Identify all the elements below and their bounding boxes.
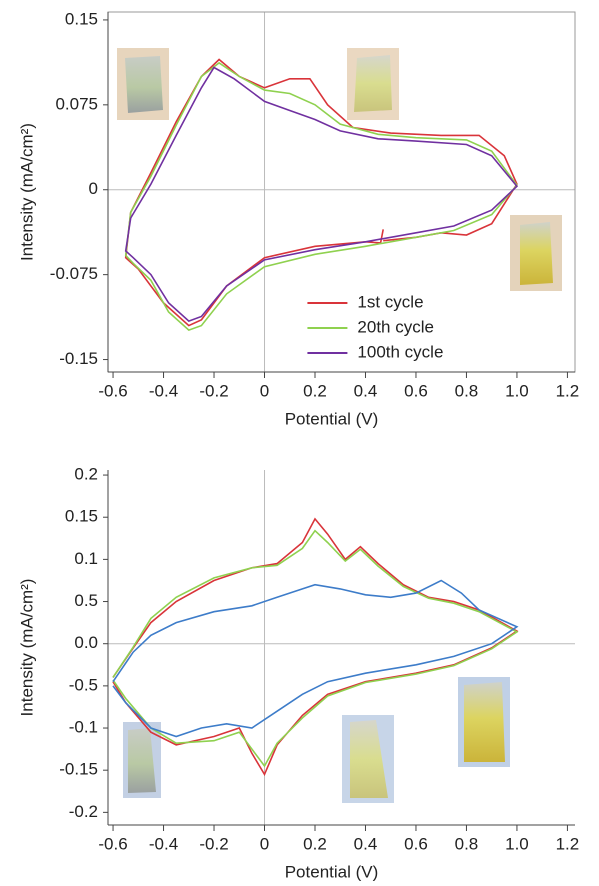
x-tick-label: 0.6 [404,381,428,400]
x-tick-label: 0 [260,834,269,853]
y-tick-label: 0.5 [74,591,98,610]
cv-curve [124,66,518,323]
x-tick-label: -0.2 [199,381,228,400]
photo [350,720,388,798]
cv-curve [112,579,519,738]
photo [125,56,163,113]
x-tick-label: 1.0 [505,381,529,400]
x-tick-label: 1.2 [556,381,580,400]
x-tick-label: -0.6 [98,381,127,400]
x-tick-label: 0.6 [404,834,428,853]
photos [117,48,562,803]
y-tick-label: -0.075 [50,264,98,283]
cv-curve [124,58,518,327]
legend-label: 1st cycle [357,292,423,311]
x-tick-label: 0.2 [303,834,327,853]
chart: -0.6 -0.4 -0.2 0 0.2 0.4 0.6 0.8 1.0 1.2 -0.15 -0.0… [17,9,579,428]
x-tick-label: 1.2 [556,834,580,853]
x-tick-label: -0.4 [149,381,178,400]
y-tick-label: 0.15 [65,9,98,28]
photo [464,682,505,762]
x-tick-label: 0.8 [455,834,479,853]
x-tick-label: -0.4 [149,834,178,853]
y-tick-label: -0.1 [69,718,98,737]
y-tick-label: 0.1 [74,549,98,568]
x-tick-label: 0 [260,381,269,400]
x-tick-label: 1.0 [505,834,529,853]
y-tick-label: -0.15 [59,760,98,779]
x-tick-label: 0.4 [354,834,378,853]
x-axis-label: Potential (V) [285,409,379,428]
frame [107,11,576,373]
photo [520,222,553,285]
y-axis-label: Intensity (mA/cm²) [17,579,36,717]
legend-label: 100th cycle [357,342,443,361]
x-tick-label: 0.8 [455,381,479,400]
y-tick-label: 0.0 [74,633,98,652]
legend-label: 20th cycle [357,317,434,336]
photo [128,728,156,793]
y-tick-label: 0.2 [74,465,98,484]
x-tick-label: 0.2 [303,381,327,400]
chart: -0.6 -0.4 -0.2 0 0.2 0.4 0.6 0.8 1.0 1.2 -0.2 -0.15… [17,465,579,882]
x-tick-label: -0.2 [199,834,228,853]
x-tick-label: 0.4 [354,381,378,400]
y-tick-label: 0 [89,179,98,198]
x-axis-label: Potential (V) [285,862,379,881]
y-tick-label: 0.075 [55,94,98,113]
cv-curve [112,529,519,768]
y-axis-label: Intensity (mA/cm²) [17,123,36,261]
y-tick-label: -0.2 [69,802,98,821]
x-tick-label: -0.6 [98,834,127,853]
y-tick-label: -0.5 [69,675,98,694]
y-tick-label: -0.15 [59,349,98,368]
cv-curve [124,61,518,332]
y-tick-label: 0.15 [65,507,98,526]
photo [354,55,392,112]
